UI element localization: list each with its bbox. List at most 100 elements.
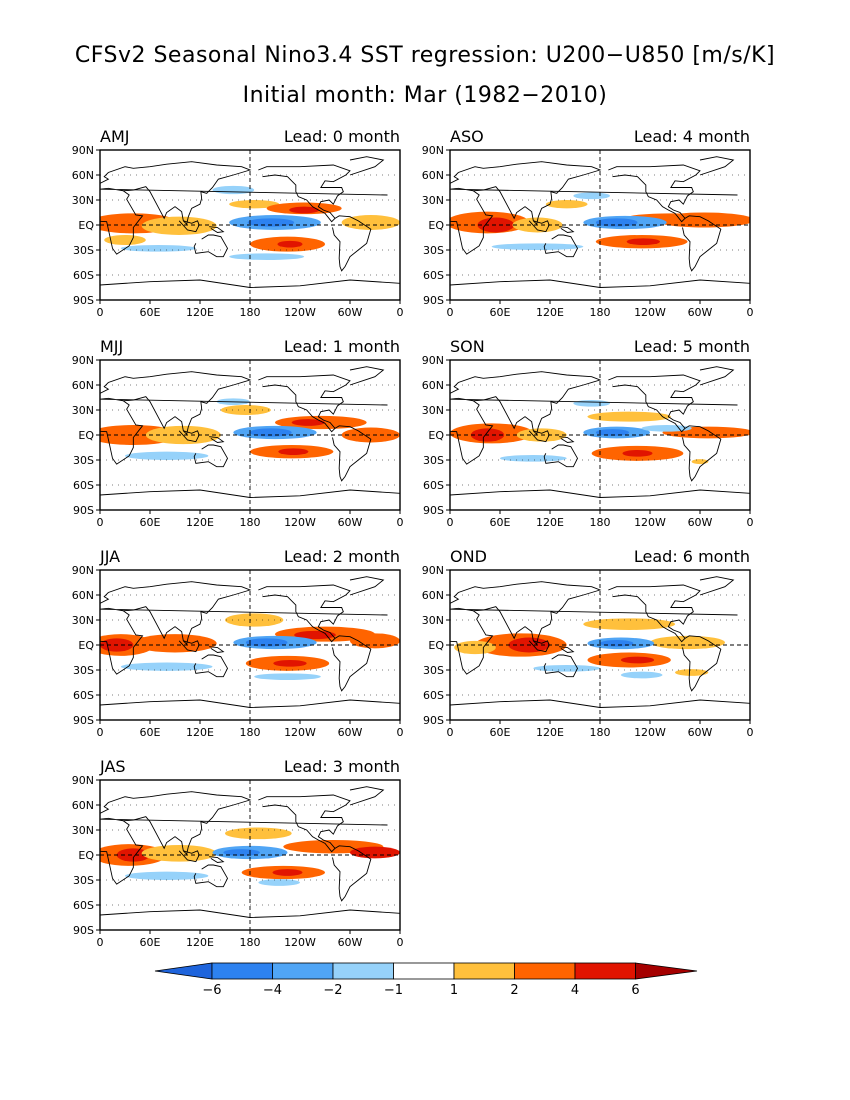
anomaly-blob-negative xyxy=(533,665,601,672)
x-tick-label: 180 xyxy=(240,516,261,529)
y-tick-label: 30S xyxy=(73,874,94,887)
anomaly-blob-positive xyxy=(294,630,336,640)
y-tick-label: 30N xyxy=(72,824,94,837)
anomaly-blob-positive xyxy=(650,635,725,650)
y-tick-label: 60S xyxy=(73,899,94,912)
coastline xyxy=(682,635,722,692)
colorbar-swatch xyxy=(574,962,636,980)
coastline xyxy=(209,856,225,863)
y-tick-label: 60N xyxy=(72,379,94,392)
anomaly-blob-negative xyxy=(573,192,611,200)
y-tick-label: 60S xyxy=(73,689,94,702)
x-tick-label: 120W xyxy=(284,306,316,319)
coastline xyxy=(349,576,385,596)
anomaly-blob-negative xyxy=(258,879,300,886)
anomaly-blob-positive xyxy=(277,240,303,248)
anomaly-blob-positive xyxy=(273,660,307,667)
anomaly-blob-negative xyxy=(499,455,567,462)
x-tick-label: 0 xyxy=(97,726,104,739)
anomaly-blob-positive xyxy=(291,419,326,426)
anomaly-blob-positive xyxy=(289,206,320,214)
y-tick-label: 60N xyxy=(422,379,444,392)
figure-title: CFSv2 Seasonal Nino3.4 SST regression: U… xyxy=(75,43,775,68)
anomaly-blob-positive xyxy=(278,448,309,455)
y-tick-label: EQ xyxy=(78,219,94,232)
x-tick-label: 60E xyxy=(140,936,161,949)
coastline xyxy=(450,161,602,226)
panel-lead-label: Lead: 2 month xyxy=(284,547,400,566)
x-tick-label: 60W xyxy=(688,516,713,529)
coastline xyxy=(100,489,400,498)
anomaly-blob-negative xyxy=(223,849,260,856)
x-tick-label: 60W xyxy=(338,516,363,529)
coastline xyxy=(608,584,701,643)
coastline xyxy=(699,576,735,596)
coastline xyxy=(349,786,385,806)
y-tick-label: 90S xyxy=(73,504,94,517)
coastline xyxy=(193,234,229,258)
colorbar-tick-label: 2 xyxy=(510,983,518,998)
y-tick-label: EQ xyxy=(78,429,94,442)
panel-season-label: SON xyxy=(450,337,485,356)
y-tick-label: 60N xyxy=(422,589,444,602)
y-tick-label: 30N xyxy=(422,614,444,627)
figure-subtitle: Initial month: Mar (1982−2010) xyxy=(243,83,608,108)
y-tick-label: EQ xyxy=(428,639,444,652)
y-tick-label: EQ xyxy=(78,639,94,652)
colorbar-left-arrow xyxy=(154,962,213,980)
x-tick-label: 0 xyxy=(747,726,754,739)
x-tick-label: 0 xyxy=(97,516,104,529)
y-tick-label: 90S xyxy=(73,714,94,727)
x-tick-label: 180 xyxy=(590,306,611,319)
panel-season-label: JAS xyxy=(99,757,126,776)
y-tick-label: EQ xyxy=(78,849,94,862)
anomaly-blob-negative xyxy=(120,662,213,671)
anomaly-blob-positive xyxy=(220,405,271,415)
coastline xyxy=(699,156,735,176)
x-tick-label: 120W xyxy=(284,516,316,529)
coastline xyxy=(332,635,372,692)
panel-content xyxy=(100,780,400,930)
y-tick-label: 90N xyxy=(72,354,94,367)
y-tick-label: 30S xyxy=(73,244,94,257)
anomaly-blob-negative xyxy=(600,640,634,647)
y-tick-label: 60S xyxy=(423,689,444,702)
y-tick-label: 30N xyxy=(422,404,444,417)
x-tick-label: 180 xyxy=(590,516,611,529)
panel-content xyxy=(450,360,750,510)
anomaly-blob-positive xyxy=(341,215,400,230)
y-tick-label: 30N xyxy=(72,194,94,207)
anomaly-blob-negative xyxy=(245,638,288,647)
colorbar-swatch xyxy=(272,962,334,980)
coastline xyxy=(100,791,252,856)
x-tick-label: 60W xyxy=(688,306,713,319)
y-tick-label: EQ xyxy=(428,219,444,232)
anomaly-blob-positive xyxy=(587,411,671,422)
y-tick-label: 60S xyxy=(73,479,94,492)
x-tick-label: 120E xyxy=(186,726,214,739)
panel-season-label: AMJ xyxy=(100,127,129,146)
anomaly-blob-positive xyxy=(341,427,400,443)
colorbar-tick-label: −6 xyxy=(202,983,221,998)
x-tick-label: 60E xyxy=(490,306,511,319)
anomaly-blob-negative xyxy=(125,451,209,461)
y-tick-label: 30S xyxy=(423,244,444,257)
x-tick-label: 120W xyxy=(634,516,666,529)
anomaly-blob-negative xyxy=(120,245,196,252)
anomaly-blob-negative xyxy=(212,185,255,195)
colorbar-swatch xyxy=(514,962,576,980)
panel-content xyxy=(100,570,400,720)
anomaly-blob-negative xyxy=(595,429,630,436)
y-tick-label: 30S xyxy=(73,454,94,467)
x-tick-label: 120W xyxy=(634,726,666,739)
anomaly-blob-positive xyxy=(272,869,303,876)
anomaly-blob-negative xyxy=(595,218,638,227)
coastline xyxy=(193,444,229,468)
anomaly-blob-positive xyxy=(225,613,284,627)
anomaly-blob-positive xyxy=(350,846,400,859)
anomaly-blob-positive xyxy=(104,235,146,245)
